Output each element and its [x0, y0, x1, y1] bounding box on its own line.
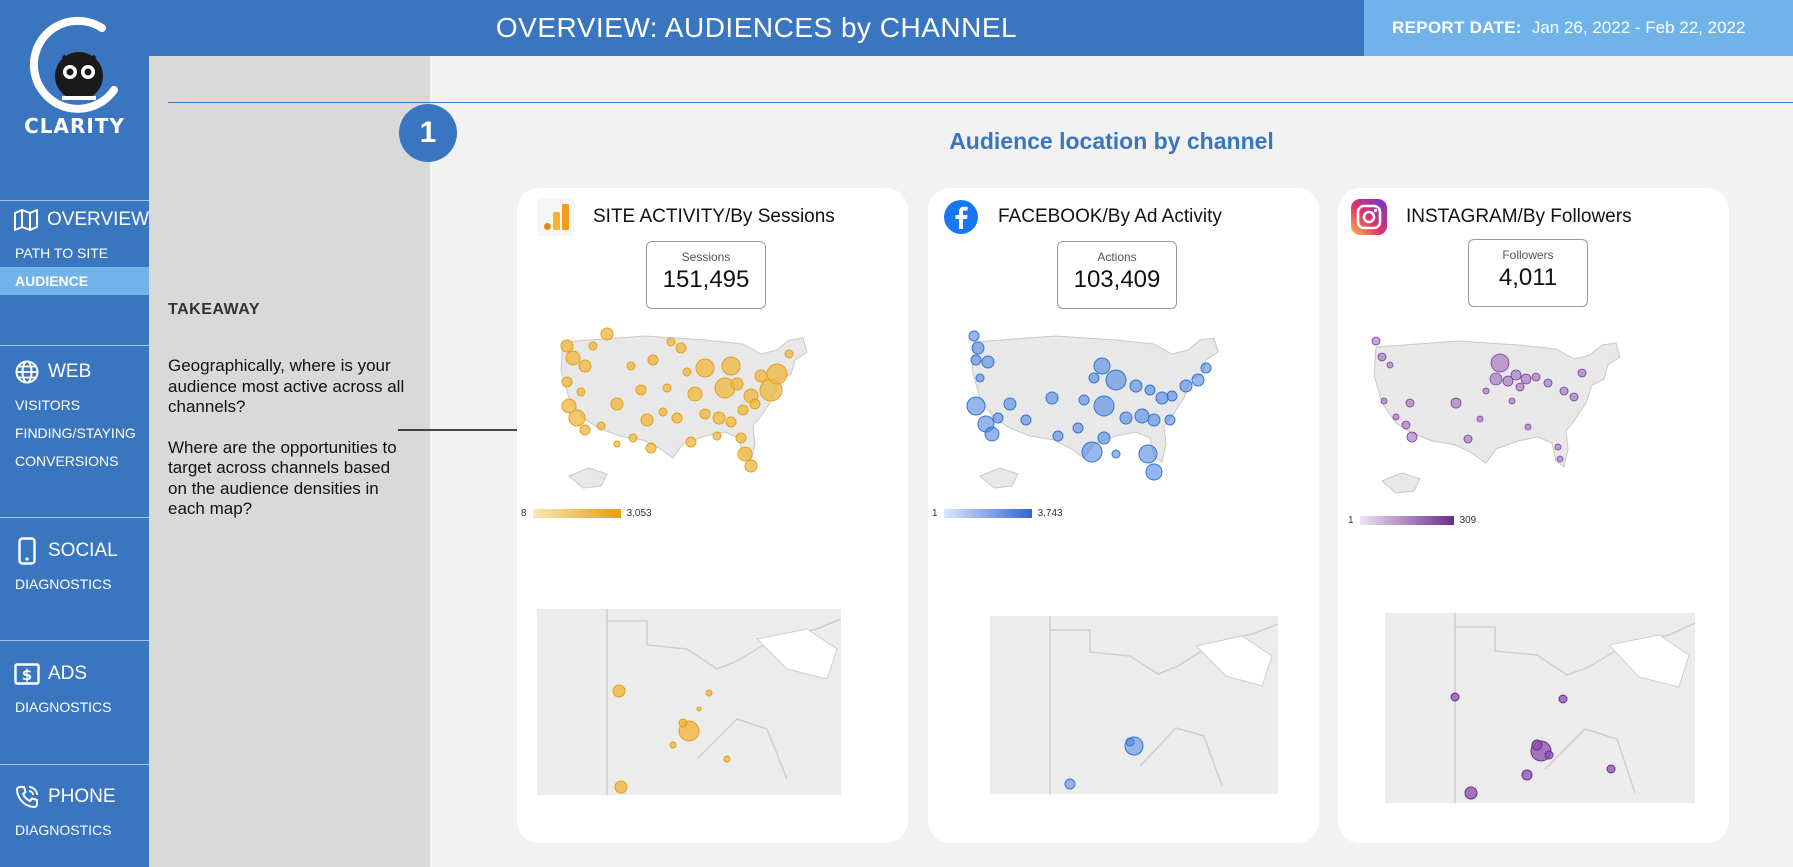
legend-max: 3,743: [1037, 508, 1063, 519]
instagram-icon: [1351, 199, 1387, 235]
nav-conversions[interactable]: CONVERSIONS: [15, 453, 119, 469]
color-legend: 8 3,053: [521, 508, 652, 519]
takeaway-question-2: Where are the opportunities to target ac…: [168, 437, 397, 519]
legend-max: 309: [1459, 515, 1477, 526]
card-title: SITE ACTIVITY/By Sessions: [593, 206, 835, 227]
nav-visitors[interactable]: VISITORS: [15, 397, 81, 413]
card-instagram: INSTAGRAM/By Followers Followers 4,011 1…: [1338, 188, 1729, 843]
legend-gradient: [943, 509, 1032, 518]
nav-section-web: WEB VISITORS FINDING/STAYING CONVERSIONS: [0, 345, 149, 475]
map-icon: [14, 207, 39, 233]
kpi-label: Actions: [1097, 250, 1137, 264]
nav-ads-diagnostics[interactable]: DIAGNOSTICS: [15, 699, 112, 715]
takeaway-title: TAKEAWAY: [168, 301, 261, 318]
color-legend: 1 3,743: [932, 508, 1063, 519]
card-site-activity: SITE ACTIVITY/By Sessions Sessions 151,4…: [517, 188, 908, 843]
step-number-badge: 1: [399, 104, 457, 162]
kpi-value: 103,409: [1073, 266, 1161, 293]
legend-gradient: [1359, 516, 1454, 525]
kpi-value: 151,495: [662, 266, 750, 293]
minnesota-map-sessions: [537, 609, 841, 795]
nav-finding-staying[interactable]: FINDING/STAYING: [15, 425, 136, 441]
report-date-label: REPORT DATE:: [1392, 18, 1522, 37]
divider: [168, 102, 1793, 103]
facebook-icon: [944, 200, 978, 234]
card-title: FACEBOOK/By Ad Activity: [998, 206, 1222, 227]
takeaway-panel: [149, 56, 430, 867]
legend-gradient: [532, 509, 621, 518]
nav-social-label: SOCIAL: [48, 540, 118, 561]
minnesota-map-followers: [1385, 613, 1695, 803]
color-legend: 1 309: [1348, 515, 1476, 526]
nav-phone-label: PHONE: [48, 786, 116, 807]
kpi-actions: Actions 103,409: [1057, 241, 1177, 309]
report-date: REPORT DATE: Jan 26, 2022 - Feb 22, 2022: [1364, 0, 1793, 56]
legend-min: 8: [521, 508, 527, 519]
phone-call-icon: [14, 784, 40, 810]
nav-phone[interactable]: PHONE: [0, 778, 149, 816]
nav-ads[interactable]: $ ADS: [0, 655, 149, 693]
kpi-label: Sessions: [681, 250, 731, 264]
report-date-value: Jan 26, 2022 - Feb 22, 2022: [1531, 18, 1746, 37]
svg-text:$: $: [22, 666, 32, 684]
page-title: OVERVIEW: AUDIENCES by CHANNEL: [149, 0, 1364, 56]
card-header: INSTAGRAM/By Followers: [1350, 198, 1632, 236]
card-facebook: FACEBOOK/By Ad Activity Actions 103,409 …: [928, 188, 1319, 843]
logo-text: CLARITY: [24, 114, 125, 138]
clarity-owl-logo: [29, 16, 118, 113]
nav-phone-diagnostics[interactable]: DIAGNOSTICS: [15, 822, 112, 838]
nav-section-ads: $ ADS DIAGNOSTICS: [0, 640, 149, 721]
nav-section-social: SOCIAL DIAGNOSTICS: [0, 517, 149, 598]
nav-audience[interactable]: AUDIENCE: [0, 267, 149, 295]
card-header: FACEBOOK/By Ad Activity: [942, 198, 1222, 236]
kpi-followers: Followers 4,011: [1468, 239, 1588, 307]
kpi-value: 4,011: [1498, 264, 1558, 291]
takeaway-text: Geographically, where is your audience m…: [168, 356, 408, 520]
legend-max: 3,053: [626, 508, 652, 519]
takeaway-question-1: Geographically, where is your audience m…: [168, 356, 405, 416]
nav-social-diagnostics[interactable]: DIAGNOSTICS: [15, 576, 112, 592]
arrow-pointer: [398, 425, 530, 435]
minnesota-map-ad-activity: [990, 616, 1278, 794]
dollar-icon: $: [14, 661, 40, 687]
nav-web-label: WEB: [48, 361, 92, 382]
phone-icon: [14, 537, 40, 565]
kpi-sessions: Sessions 151,495: [646, 241, 766, 309]
nav-overview[interactable]: OVERVIEW: [0, 201, 149, 239]
us-map-followers: [1371, 336, 1621, 494]
nav-ads-label: ADS: [48, 663, 88, 684]
nav-web[interactable]: WEB: [0, 353, 149, 391]
nav-overview-label: OVERVIEW: [46, 209, 149, 230]
globe-icon: [14, 359, 40, 385]
us-map-ad-activity: [966, 330, 1219, 489]
section-title: Audience location by channel: [949, 128, 1274, 154]
nav-section-overview: OVERVIEW PATH TO SITE AUDIENCE: [0, 200, 149, 295]
us-map-sessions: [560, 327, 808, 489]
legend-min: 1: [1348, 515, 1354, 526]
nav-path-to-site[interactable]: PATH TO SITE: [15, 245, 109, 261]
sidebar: CLARITY OVERVIEW PATH TO SITE AUDIENCE W…: [0, 0, 149, 867]
kpi-label: Followers: [1502, 248, 1554, 262]
legend-min: 1: [932, 508, 938, 519]
google-analytics-icon: [537, 198, 575, 236]
card-title: INSTAGRAM/By Followers: [1406, 206, 1632, 227]
nav-social[interactable]: SOCIAL: [0, 532, 149, 570]
card-header: SITE ACTIVITY/By Sessions: [537, 198, 835, 236]
nav-section-phone: PHONE DIAGNOSTICS: [0, 764, 149, 844]
